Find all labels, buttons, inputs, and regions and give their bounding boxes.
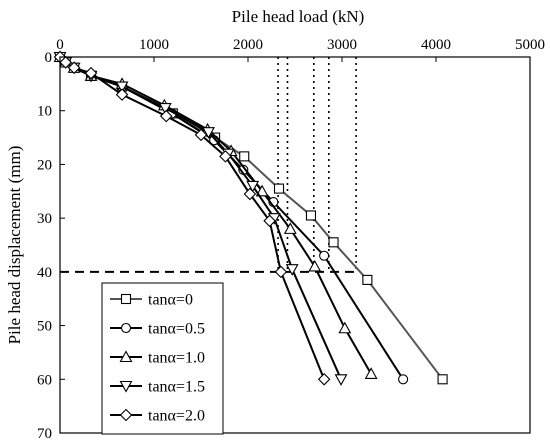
data-series (53, 50, 448, 386)
legend: tanα=0 tanα=0.5 tanα=1.0 tanα=1.5 tanα=2.0 (101, 282, 224, 435)
data-point (219, 150, 232, 163)
series-4 (53, 50, 331, 386)
y-tick-label: 20 (37, 157, 52, 173)
reference-lines (60, 57, 361, 273)
data-point (283, 222, 297, 234)
plot-frame (59, 56, 531, 434)
legend-marker (120, 293, 132, 305)
y-axis-title: Pile head displacement (mm) (5, 146, 24, 345)
x-tick-label: 0 (56, 37, 64, 53)
y-tick-label: 10 (37, 104, 52, 120)
data-point (285, 264, 299, 276)
legend-marker (119, 350, 133, 363)
data-point (246, 180, 260, 193)
legend-marker (119, 408, 133, 422)
data-point (328, 237, 339, 248)
legend-item: tanα=1.0 (110, 350, 205, 367)
x-tick-label: 5000 (515, 37, 545, 53)
data-point (362, 274, 373, 285)
legend-label: tanα=1.0 (148, 350, 205, 367)
data-point (263, 214, 276, 228)
y-tick-label: 30 (37, 211, 52, 227)
data-point (202, 127, 215, 139)
data-point (239, 151, 250, 162)
legend-marker (120, 322, 132, 334)
data-point (338, 321, 352, 334)
data-point (308, 259, 322, 272)
y-tick-label: 0 (45, 50, 53, 66)
data-point (84, 66, 98, 80)
legend-marker (119, 380, 133, 393)
y-tick-label: 60 (37, 372, 52, 388)
data-point (317, 373, 331, 386)
data-point (194, 128, 208, 142)
x-tick-label: 1000 (139, 37, 169, 53)
data-point (273, 183, 285, 194)
axis-ticks: 0 1000 2000 3000 4000 5000 0 10 20 30 40 50 60 70 (37, 37, 545, 442)
data-point (158, 102, 172, 115)
legend-item: tanα=0 (110, 292, 193, 309)
data-point (334, 374, 348, 386)
data-point (59, 56, 72, 69)
data-point (305, 210, 317, 221)
legend-label: tanα=2.0 (148, 408, 205, 425)
x-tick-label: 2000 (233, 37, 263, 53)
legend-label: tanα=0.5 (148, 321, 205, 338)
data-point (243, 187, 257, 201)
data-point (319, 250, 330, 261)
data-point (364, 367, 378, 379)
data-point (115, 88, 129, 101)
legend-item: tanα=1.5 (110, 379, 205, 396)
data-point (115, 81, 129, 94)
data-point (437, 374, 448, 385)
y-tick-label: 40 (37, 265, 52, 281)
legend-item: tanα=2.0 (110, 408, 205, 425)
legend-label: tanα=1.5 (148, 379, 205, 396)
legend-item: tanα=0.5 (110, 321, 205, 338)
data-point (67, 61, 81, 75)
x-axis-title: Pile head load (kN) (232, 7, 365, 26)
x-tick-label: 4000 (421, 37, 451, 53)
data-point (255, 184, 269, 197)
data-point (398, 374, 409, 385)
y-tick-label: 50 (37, 319, 52, 335)
y-tick-label: 70 (37, 426, 52, 442)
data-point (159, 109, 173, 123)
data-point (274, 265, 288, 279)
x-tick-label: 3000 (327, 37, 357, 53)
legend-label: tanα=0 (148, 292, 193, 309)
